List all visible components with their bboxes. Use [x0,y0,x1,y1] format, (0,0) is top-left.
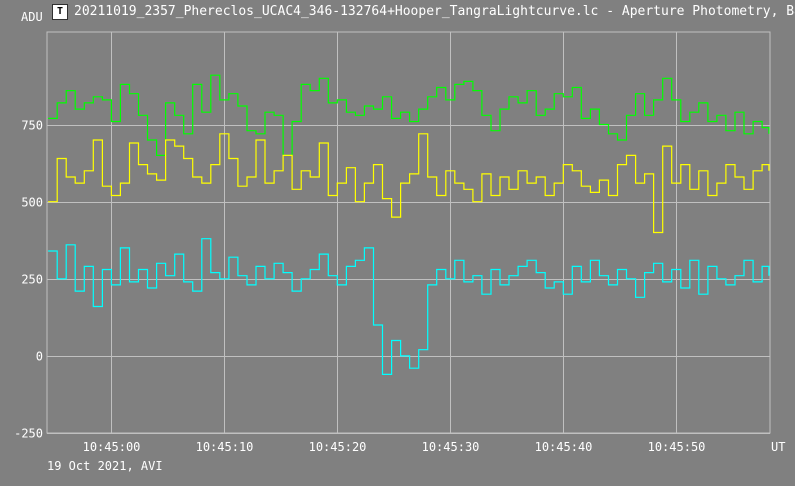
y-tick-label: 750 [21,119,43,133]
window-titlebar[interactable]: T 20211019_2357_Phereclos_UCAC4_346-1327… [0,0,795,24]
x-tick-label: 10:45:10 [196,440,254,454]
series-line-3 [48,238,770,375]
y-tick-label: -250 [14,427,43,441]
x-tick-label: 10:45:20 [309,440,367,454]
x-axis-label: UT [771,440,785,454]
series-line-1 [48,74,770,156]
footer-date-label: 19 Oct 2021, AVI [47,459,163,473]
y-tick-label: 0 [36,350,43,364]
series-line-2 [48,133,770,234]
x-tick-label: 10:45:30 [422,440,480,454]
window-title: 20211019_2357_Phereclos_UCAC4_346-132764… [74,4,795,19]
x-tick-label: 10:45:00 [83,440,141,454]
y-axis-label: ADU [21,10,43,24]
tangra-app-icon[interactable]: T [52,4,68,20]
y-tick-label: 250 [21,273,43,287]
y-tick-label: 500 [21,196,43,210]
x-tick-label: 10:45:50 [648,440,706,454]
x-tick-label: 10:45:40 [535,440,593,454]
